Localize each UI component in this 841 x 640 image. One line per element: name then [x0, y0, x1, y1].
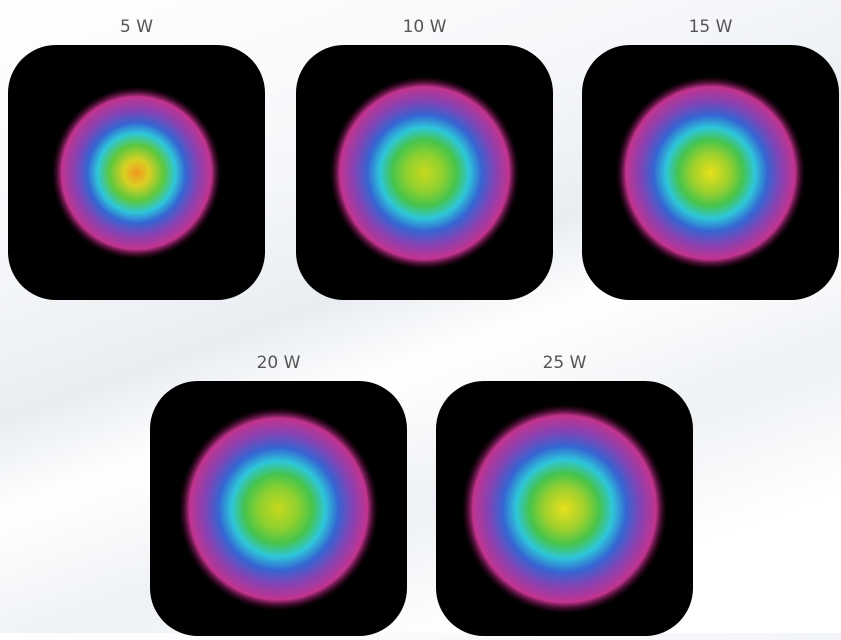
- beam-profile: [52, 86, 222, 259]
- beam-profile: [179, 407, 379, 611]
- beam-panel: 20 W: [150, 351, 407, 640]
- beam-panel: 15 W: [582, 15, 839, 304]
- beam-panel: 5 W: [8, 15, 265, 304]
- beam-profile: [462, 404, 668, 614]
- power-label: 25 W: [436, 351, 693, 381]
- power-label: 20 W: [150, 351, 407, 381]
- page: 5 W 10 W 15 W 20 W 25 W (() => { const d…: [0, 0, 841, 633]
- beam-image: [296, 45, 553, 300]
- power-label: 5 W: [8, 15, 265, 45]
- beam-profile: [330, 76, 520, 270]
- beam-image: [8, 45, 265, 300]
- power-label: 10 W: [296, 15, 553, 45]
- beam-image: [436, 381, 693, 636]
- beam-panel: 10 W: [296, 15, 553, 304]
- beam-panel: 25 W: [436, 351, 693, 640]
- beam-image: [582, 45, 839, 300]
- beam-image: [150, 381, 407, 636]
- beam-profile: [616, 76, 806, 270]
- power-label: 15 W: [582, 15, 839, 45]
